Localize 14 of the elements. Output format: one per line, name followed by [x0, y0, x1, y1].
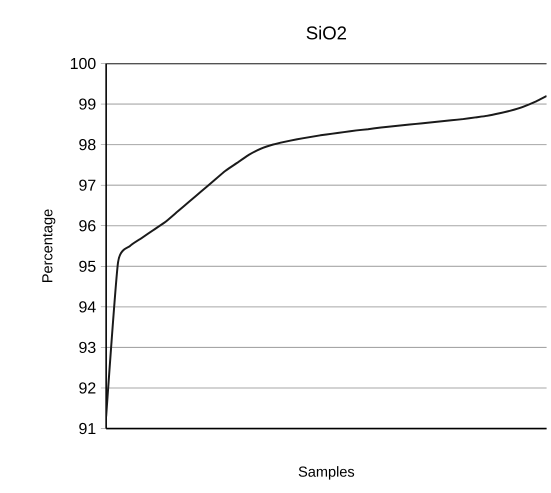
- y-tick-label: 100: [70, 58, 96, 70]
- y-tick-label: 92: [79, 382, 96, 394]
- chart-title: SiO2: [306, 26, 346, 40]
- y-tick-label: 94: [79, 301, 96, 312]
- line-series: [106, 94, 547, 418]
- y-tick-label: 91: [79, 422, 96, 434]
- x-axis-title: Samples: [298, 466, 354, 480]
- y-tick-label: 98: [79, 138, 96, 150]
- y-tick-label: 95: [79, 260, 96, 272]
- y-tick-label: 96: [79, 220, 96, 232]
- y-axis-title: Percentage: [42, 209, 56, 282]
- y-tick-label: 93: [79, 342, 96, 354]
- y-tick-label: 99: [79, 98, 96, 110]
- y-tick-label: 97: [79, 180, 96, 191]
